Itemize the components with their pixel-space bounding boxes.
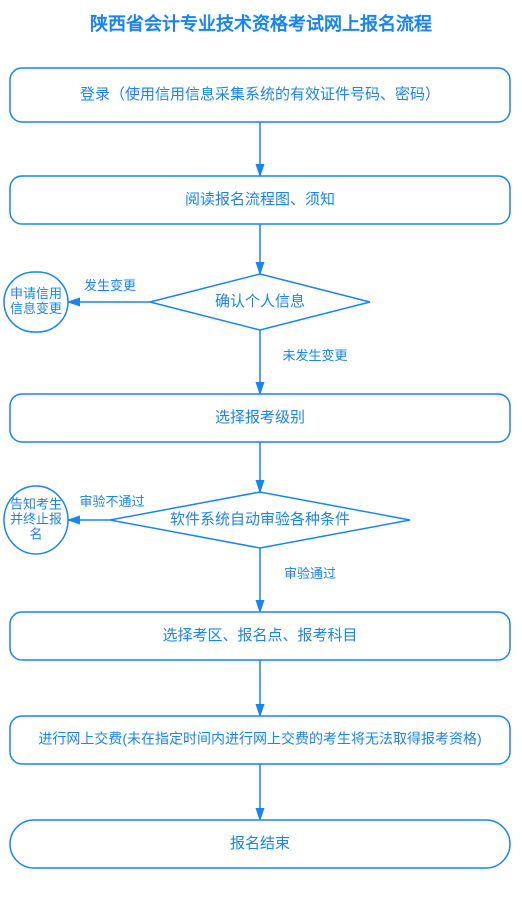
node-text-confirm: 确认个人信息 (215, 293, 305, 310)
node-text-level: 选择报考级别 (215, 409, 305, 426)
node-text-apply-line0: 申请信用 (10, 286, 62, 301)
node-text-select: 选择考区、报名点、报考科目 (162, 627, 357, 644)
node-verify: 软件系统自动审验各种条件 (110, 492, 410, 548)
node-text-pay: 进行网上交费(未在指定时间内进行网上交费的考生将无法取得报考资格) (38, 731, 481, 747)
node-login: 登录（使用信用信息采集系统的有效证件号码、密码） (10, 68, 510, 122)
node-text-verify: 软件系统自动审验各种条件 (170, 511, 350, 528)
edge-label-5: 审验通过 (284, 566, 336, 581)
node-text-read: 阅读报名流程图、须知 (185, 191, 335, 208)
edge-label-3: 发生变更 (84, 278, 136, 293)
node-read: 阅读报名流程图、须知 (10, 176, 510, 224)
node-level: 选择报考级别 (10, 394, 510, 442)
edge-label-2: 未发生变更 (282, 348, 347, 363)
node-text-notify-line1: 并终止报 (10, 511, 62, 526)
node-text-login: 登录（使用信用信息采集系统的有效证件号码、密码） (80, 86, 440, 103)
page-title: 陕西省会计专业技术资格考试网上报名流程 (0, 0, 522, 44)
node-confirm: 确认个人信息 (150, 274, 370, 330)
node-text-apply-line1: 信息变更 (10, 301, 62, 316)
node-apply: 申请信用信息变更 (4, 272, 68, 332)
node-select: 选择考区、报名点、报考科目 (10, 612, 510, 660)
node-end: 报名结束 (10, 820, 510, 868)
node-pay: 进行网上交费(未在指定时间内进行网上交费的考生将无法取得报考资格) (10, 716, 510, 764)
node-text-notify-line0: 告知考生 (10, 496, 62, 511)
flowchart-canvas: 未发生变更 发生变更审验通过 审验不通过 登录（使用信用信息采集系统的有效证件号码、密… (0, 44, 522, 924)
node-text-end: 报名结束 (230, 835, 290, 852)
node-notify: 告知考生并终止报名 (4, 486, 68, 554)
edge-label-6: 审验不通过 (79, 494, 144, 509)
node-text-notify-line2: 名 (29, 526, 42, 541)
